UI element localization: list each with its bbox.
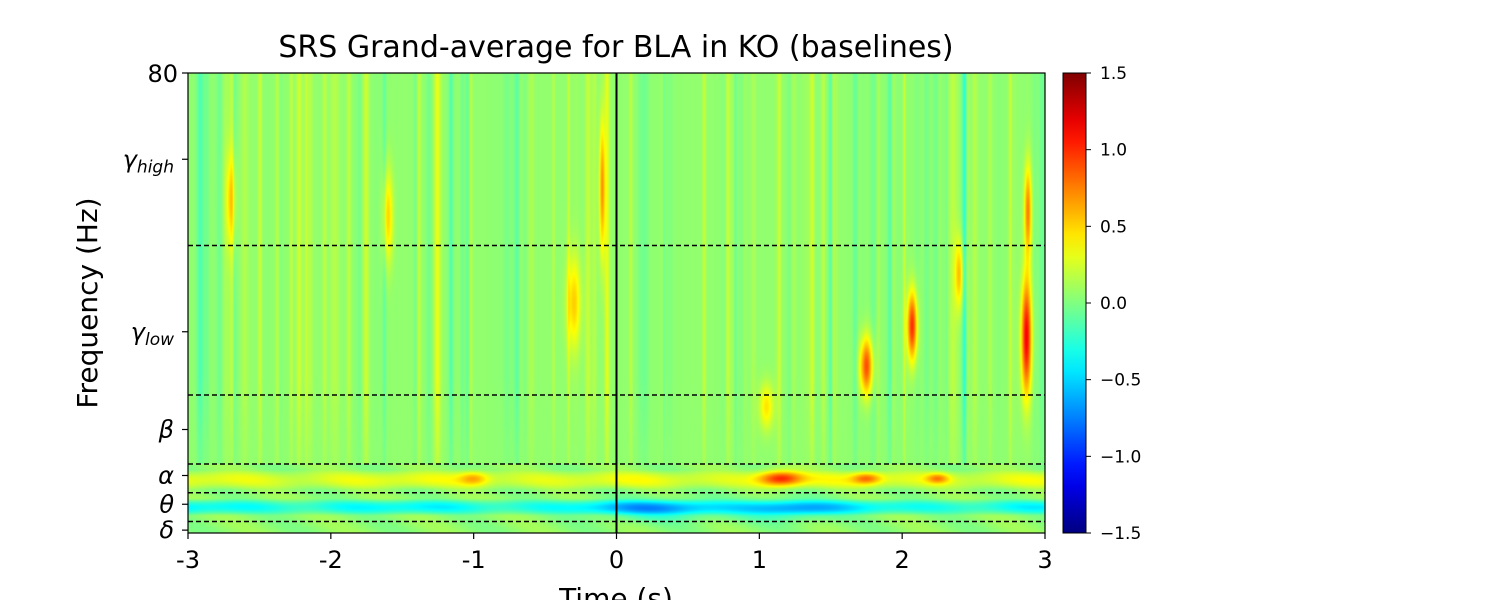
band-tick-label: β [158, 416, 174, 444]
y-tick-label: 80 [147, 60, 178, 88]
x-axis-label: Time (s) [558, 582, 673, 600]
x-tick-label: 3 [1037, 546, 1052, 574]
band-tick-label: γlow [131, 318, 174, 350]
y-axis-label: Frequency (Hz) [71, 197, 104, 408]
band-tick-label: θ [159, 490, 174, 518]
heatmap-plot-area [187, 72, 1046, 534]
colorbar-gradient [1062, 72, 1087, 534]
colorbar-tick-label: −1.0 [1100, 447, 1141, 467]
band-tick-label: α [158, 462, 174, 490]
colorbar-tick-label: −1.5 [1100, 524, 1141, 544]
x-axis: -3 -2 -1 0 1 2 3 [176, 533, 1053, 574]
colorbar-ticks: −1.5 −1.0 −0.5 0.0 0.5 1.0 1.5 [1086, 64, 1141, 544]
x-tick-label: -3 [176, 546, 200, 574]
x-tick-label: 0 [609, 546, 624, 574]
x-tick-label: 2 [895, 546, 910, 574]
colorbar-tick-label: −0.5 [1100, 371, 1141, 391]
band-tick-label: γhigh [123, 145, 174, 177]
chart-title: SRS Grand-average for BLA in KO (baselin… [278, 30, 953, 65]
band-tick-label: δ [159, 516, 174, 544]
x-tick-label: 1 [752, 546, 767, 574]
x-tick-label: -2 [319, 546, 343, 574]
x-tick-label: -1 [462, 546, 486, 574]
colorbar-tick-label: 0.0 [1100, 294, 1127, 314]
colorbar-tick-label: 1.5 [1100, 64, 1127, 84]
colorbar-tick-label: 1.0 [1100, 141, 1127, 161]
colorbar-tick-label: 0.5 [1100, 217, 1127, 237]
colorbar: −1.5 −1.0 −0.5 0.0 0.5 1.0 1.5 [1062, 64, 1141, 544]
